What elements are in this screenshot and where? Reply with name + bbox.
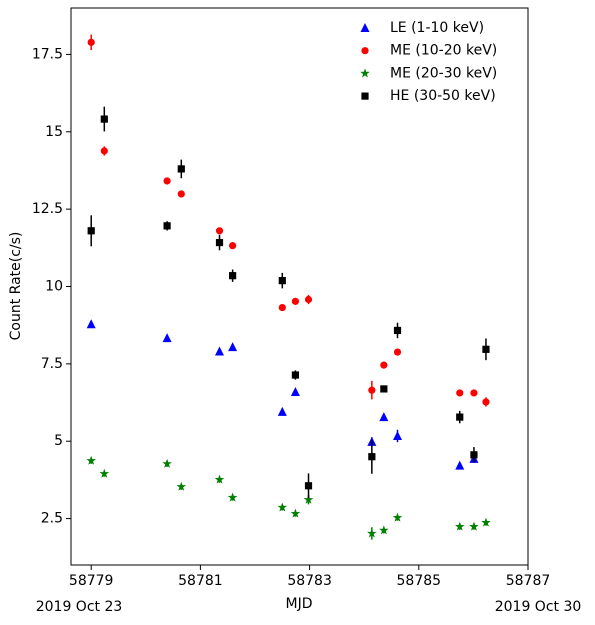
data-point [455,460,465,470]
data-point [303,494,314,504]
data-point [290,387,300,397]
legend-label: ME (20-30 keV) [390,65,497,81]
legend-marker [360,68,370,78]
y-tick-label: 5 [54,433,63,449]
data-point [393,326,402,335]
data-point [481,517,491,527]
data-point [176,481,187,491]
data-point [163,222,171,230]
data-point [380,361,388,369]
y-tick-label: 2.5 [41,511,63,527]
data-point [291,371,300,379]
y-axis-label: Count Rate(c/s) [8,232,24,341]
data-point [277,502,288,512]
data-point [456,389,464,397]
annotation: 2019 Oct 30 [495,599,582,615]
data-point [100,147,108,155]
data-point [229,242,237,250]
data-point [379,525,389,535]
data-point [228,342,238,352]
legend-marker [361,47,369,55]
data-point [290,508,301,518]
data-point [229,272,237,280]
data-point [455,521,465,531]
annotation: 2019 Oct 23 [36,599,123,615]
data-point [304,482,313,490]
data-point [380,385,388,393]
data-point [482,398,490,406]
data-point [87,38,95,46]
y-tick-label: 17.5 [32,46,63,62]
data-point [482,345,490,353]
data-point [177,190,185,198]
legend-label: LE (1-10 keV) [390,20,484,36]
data-point [86,455,96,465]
legend-marker [361,92,369,100]
data-point [162,458,172,468]
x-tick-label: 58781 [178,573,223,589]
data-point [379,412,389,422]
data-point [177,165,185,173]
y-tick-label: 7.5 [41,356,63,372]
data-point [277,406,287,416]
data-point [215,227,224,235]
y-tick-label: 12.5 [32,201,63,217]
x-tick-label: 58779 [69,573,114,589]
data-point [278,303,286,312]
data-point [215,238,224,247]
data-point [304,295,313,304]
x-tick-label: 58785 [397,573,442,589]
data-point [162,333,172,343]
legend-marker [360,23,370,32]
data-point [368,386,376,394]
data-point [163,177,171,185]
y-tick-label: 15 [45,124,63,140]
legend-label: ME (10-20 keV) [390,43,497,59]
data-point [469,521,479,531]
data-point [392,512,403,522]
x-tick-label: 58783 [287,573,332,589]
y-tick-label: 10 [45,279,63,295]
data-point [99,468,110,478]
data-point [87,227,95,235]
data-point [393,348,402,356]
legend-label: HE (30-50 keV) [390,88,496,104]
data-point [86,319,96,329]
data-point [291,297,300,305]
data-point [393,430,403,440]
data-point [470,451,478,459]
data-point [227,492,238,502]
x-tick-label: 58787 [506,573,551,589]
data-point [367,528,377,538]
data-point [100,115,108,123]
x-axis-label: MJD [286,596,313,612]
data-point [368,453,376,461]
data-point [456,413,464,421]
data-point [215,346,225,356]
data-point [278,277,286,285]
data-point [470,389,478,397]
data-point [214,474,225,484]
